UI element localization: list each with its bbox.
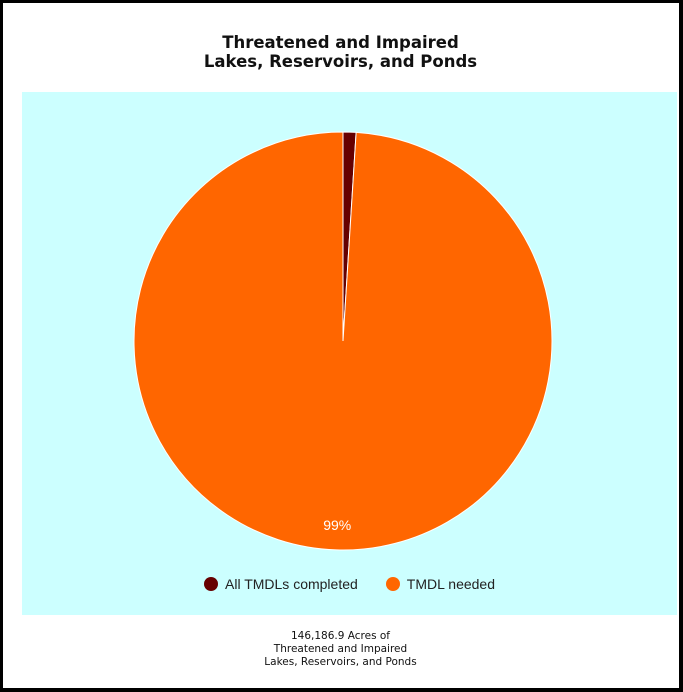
legend-swatch-dark-red [204,577,218,591]
legend-label: All TMDLs completed [225,576,358,592]
footnote-line-3: Lakes, Reservoirs, and Ponds [264,656,417,668]
legend: All TMDLs completed TMDL needed [22,574,677,594]
pie-chart: 99% [22,92,677,615]
pie-data-label: 99% [323,517,351,533]
footnote-line-2: Threatened and Impaired [273,643,408,655]
chart-footnote: 146,186.9 Acres of Threatened and Impair… [6,630,675,669]
pie-slices [133,131,553,551]
legend-item-tmdl-needed[interactable]: TMDL needed [385,576,495,592]
pie-data-labels: 99% [323,517,351,533]
chart-title-line-2: Lakes, Reservoirs, and Ponds [203,52,478,71]
plot-area: 99% [22,92,677,615]
legend-swatch-orange [385,577,400,591]
footnote-line-1: 146,186.9 Acres of [290,630,391,642]
pie-slice-tmdl-needed[interactable] [133,131,553,551]
chart-title-line-1: Threatened and Impaired [222,33,459,52]
legend-item-all-tmdls-completed[interactable]: All TMDLs completed [204,576,358,592]
chart-title: Threatened and Impaired Lakes, Reservoir… [6,33,675,71]
legend-label: TMDL needed [406,576,495,592]
